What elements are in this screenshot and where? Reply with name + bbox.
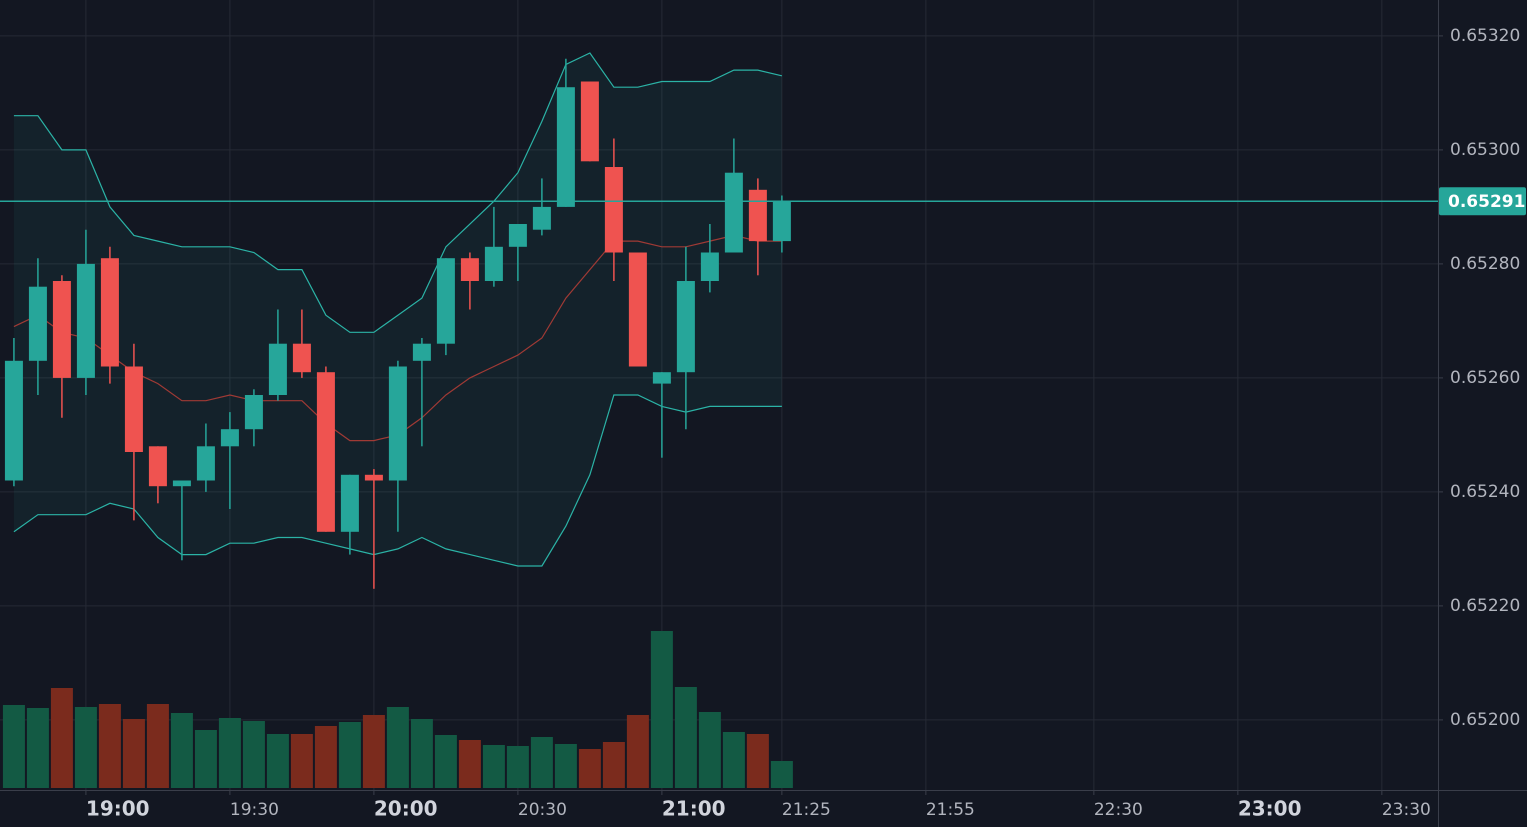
volume-bar [410, 719, 433, 788]
candle-body [52, 281, 71, 378]
candle-body [556, 87, 575, 207]
volume-bar [458, 740, 481, 788]
volume-bar [2, 705, 25, 788]
x-tick-label: 19:30 [230, 800, 279, 820]
volume-bar [146, 704, 169, 788]
candle-body [4, 360, 23, 481]
candle-body [364, 474, 383, 481]
candle-body [604, 167, 623, 253]
volume-bar [722, 732, 745, 788]
volume-bar [98, 704, 121, 788]
volume-bar [626, 715, 649, 788]
volume-bar [170, 713, 193, 788]
candle-body [268, 343, 287, 395]
volume-bar [266, 734, 289, 788]
volume-bar [338, 722, 361, 788]
candle-body [772, 201, 791, 242]
candle-body [244, 395, 263, 430]
volume-bar [698, 712, 721, 788]
candle-body [76, 263, 95, 378]
band-lower [13, 394, 782, 567]
candle-body [124, 366, 143, 452]
candle-body [316, 372, 335, 532]
last-price-box [1439, 187, 1526, 216]
volume-bar [650, 631, 673, 788]
volume-bar [386, 707, 409, 788]
candle-body [172, 480, 191, 487]
volume-bar [26, 708, 49, 788]
candle-body [628, 252, 647, 367]
volume-bar [218, 718, 241, 788]
volume-bar [746, 734, 769, 788]
candle-body [412, 343, 431, 361]
candle-body [676, 281, 695, 373]
x-tick-label: 23:30 [1382, 800, 1431, 820]
y-tick-label: 0.65260 [1450, 368, 1520, 388]
candle-body [292, 343, 311, 373]
candle-body [508, 224, 527, 247]
candle-body [340, 474, 359, 532]
candle-body [532, 206, 551, 230]
last-price-label: 0.65291 [1448, 192, 1525, 212]
volume-bar [122, 719, 145, 788]
candle-body [700, 252, 719, 282]
volume-bar [506, 746, 529, 788]
y-tick-label: 0.65200 [1450, 710, 1520, 730]
y-tick-label: 0.65320 [1450, 26, 1520, 46]
candle-body [436, 258, 455, 344]
candle-body [580, 81, 599, 162]
volume-bar [434, 735, 457, 788]
volume-bar [530, 737, 553, 788]
volume-bar [602, 742, 625, 788]
candle-body [748, 189, 767, 242]
volume-bar [314, 726, 337, 788]
candle-body [484, 246, 503, 282]
volume-bar [362, 715, 385, 788]
x-tick-label: 22:30 [1094, 800, 1143, 820]
candle-body [148, 446, 167, 487]
volume-bar [578, 749, 601, 788]
plot [2, 52, 793, 788]
volume-bar [482, 745, 505, 788]
volume-bar [50, 688, 73, 788]
volume-bar [74, 707, 97, 788]
x-tick-label: 20:30 [518, 800, 567, 820]
volume-bar [554, 744, 577, 788]
volume-bar [674, 687, 697, 788]
candle-body [724, 172, 743, 253]
candle-body [220, 429, 239, 447]
y-tick-label: 0.65220 [1450, 596, 1520, 616]
candle-body [100, 258, 119, 367]
y-tick-label: 0.65280 [1450, 254, 1520, 274]
x-tick-label: 20:00 [374, 797, 438, 821]
x-tick-label: 23:00 [1238, 797, 1302, 821]
volume-bar [194, 730, 217, 788]
candle-body [196, 446, 215, 481]
volume-bar [770, 761, 793, 788]
x-tick-label: 21:25 [782, 800, 831, 820]
y-tick-label: 0.65240 [1450, 482, 1520, 502]
x-tick-label: 19:00 [86, 797, 150, 821]
candle-body [388, 366, 407, 481]
y-tick-label: 0.65300 [1450, 140, 1520, 160]
candle-body [460, 258, 479, 282]
volume-bar [242, 721, 265, 788]
volume-bar [290, 734, 313, 788]
band-upper [13, 52, 783, 333]
candle-body [652, 372, 671, 384]
x-tick-label: 21:00 [662, 797, 726, 821]
x-tick-label: 21:55 [926, 800, 975, 820]
candle-body [28, 286, 47, 361]
